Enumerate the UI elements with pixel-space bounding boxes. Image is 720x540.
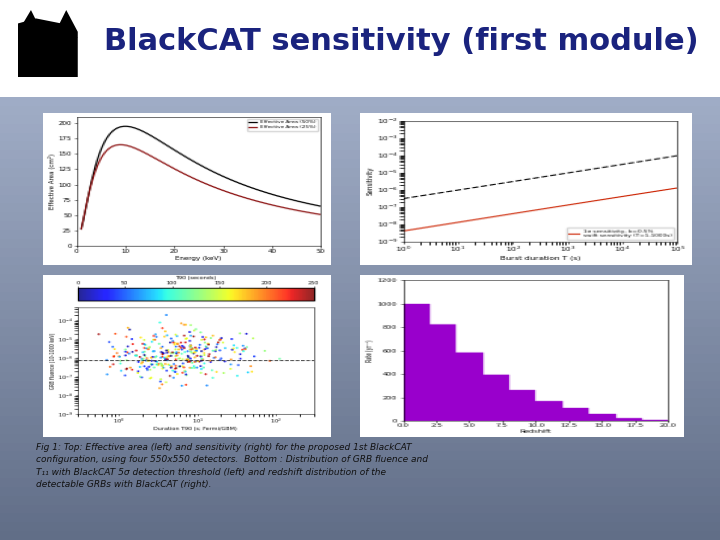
Bar <box>0 230 720 239</box>
Bar <box>0 407 720 416</box>
Bar <box>0 372 720 381</box>
Bar <box>0 531 720 540</box>
Bar <box>0 514 720 522</box>
Text: Fig 1: Top: Effective area (left) and sensitivity (right) for the proposed 1st B: Fig 1: Top: Effective area (left) and se… <box>36 443 428 489</box>
Bar <box>0 460 720 469</box>
Bar <box>0 416 720 425</box>
Bar <box>0 106 720 115</box>
Bar <box>0 443 720 451</box>
Bar <box>0 177 720 186</box>
Bar <box>0 97 720 106</box>
Bar <box>0 256 720 266</box>
Bar <box>0 248 720 256</box>
Bar <box>0 239 720 248</box>
Bar <box>0 124 720 133</box>
Bar <box>0 274 720 283</box>
Bar <box>0 159 720 168</box>
Polygon shape <box>18 10 78 77</box>
Bar <box>0 522 720 531</box>
Bar <box>0 381 720 389</box>
Bar <box>0 194 720 204</box>
Bar <box>0 310 720 319</box>
Bar <box>0 354 720 363</box>
Bar <box>0 363 720 372</box>
Bar <box>0 301 720 310</box>
Bar <box>0 451 720 460</box>
Bar <box>0 283 720 292</box>
Bar <box>0 266 720 274</box>
Bar <box>0 115 720 124</box>
Text: BlackCAT sensitivity (first module): BlackCAT sensitivity (first module) <box>104 28 699 56</box>
Bar <box>0 186 720 194</box>
Bar <box>0 399 720 407</box>
Bar <box>0 487 720 496</box>
Bar <box>0 469 720 478</box>
Bar <box>0 212 720 221</box>
Bar <box>0 327 720 336</box>
Bar <box>0 319 720 327</box>
Bar <box>0 150 720 159</box>
Bar <box>0 168 720 177</box>
Bar <box>0 221 720 230</box>
Bar <box>0 478 720 487</box>
Bar <box>0 345 720 354</box>
Polygon shape <box>18 18 78 38</box>
Bar <box>0 425 720 434</box>
Bar <box>0 133 720 141</box>
Bar <box>0 504 720 514</box>
Bar <box>0 141 720 150</box>
Bar <box>0 204 720 212</box>
Bar <box>0 389 720 399</box>
Bar <box>0 292 720 301</box>
Bar <box>0 336 720 345</box>
Bar <box>0 496 720 504</box>
Bar <box>0 434 720 443</box>
